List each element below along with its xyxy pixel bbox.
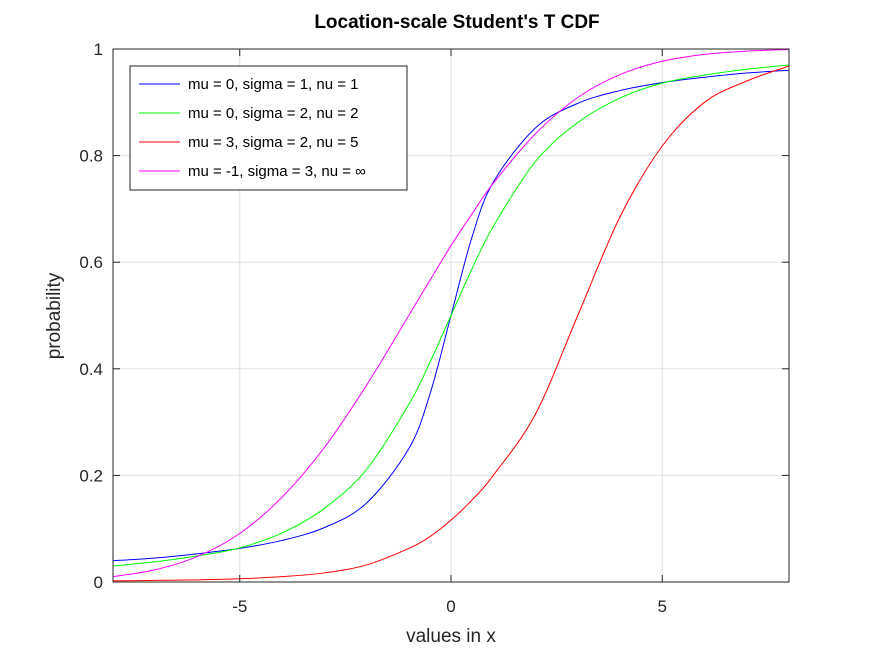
y-tick-label: 0.2 [79, 466, 103, 485]
x-tick-label: -5 [232, 597, 247, 616]
y-axis-label: probability [44, 272, 65, 359]
series-line-4 [112, 49, 790, 578]
x-tick-label: 5 [658, 597, 667, 616]
y-tick-label: 0.6 [79, 253, 103, 272]
y-tick-label: 1 [94, 40, 103, 59]
series-line-3 [112, 65, 790, 582]
x-tick-label: 0 [446, 597, 455, 616]
y-tick-label: 0.4 [79, 360, 103, 379]
legend-label-3: mu = 3, sigma = 2, nu = 5 [188, 134, 359, 151]
legend-label-4: mu = -1, sigma = 3, nu = ∞ [188, 163, 366, 180]
legend-box [129, 65, 408, 191]
legend-label-1: mu = 0, sigma = 1, nu = 1 [188, 76, 359, 93]
y-tick-label: 0 [94, 573, 103, 592]
x-axis-label: values in x [406, 626, 496, 647]
legend-label-2: mu = 0, sigma = 2, nu = 2 [188, 105, 359, 122]
axis-ticks: -5 0 5 0 0.2 0.4 0.6 0.8 1 [79, 40, 789, 616]
legend: mu = 0, sigma = 1, nu = 1 mu = 0, sigma =… [129, 65, 408, 191]
y-tick-label: 0.8 [79, 147, 103, 166]
chart-title: Location-scale Student's T CDF [314, 12, 599, 33]
series-lines [112, 49, 790, 582]
series-line-2 [112, 64, 790, 567]
